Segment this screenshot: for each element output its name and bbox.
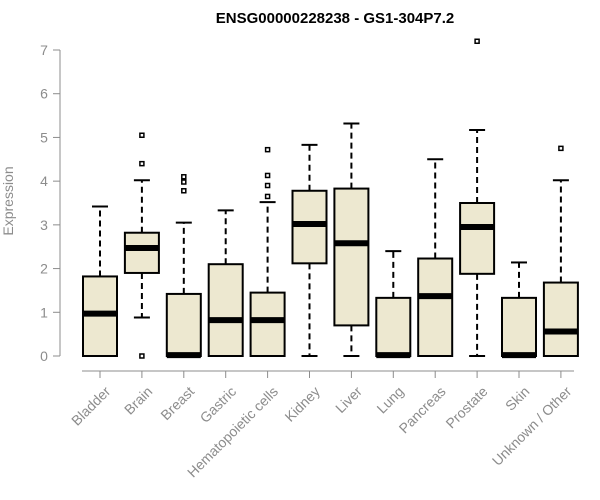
y-tick-label: 6 — [40, 86, 48, 102]
outlier-point — [264, 193, 271, 200]
iqr-box — [417, 257, 454, 358]
box-lung — [375, 250, 412, 359]
chart-title: ENSG00000228238 - GS1-304P7.2 — [216, 10, 455, 27]
outlier-point — [139, 160, 145, 167]
y-tick-label: 2 — [40, 261, 48, 277]
box-kidney — [291, 143, 328, 357]
y-axis-ticks: 0 1 2 3 4 5 6 7 — [40, 42, 60, 364]
x-tick-label: Liver — [332, 383, 365, 416]
outlier-point — [139, 132, 145, 138]
box-skin — [501, 261, 537, 359]
iqr-box — [291, 189, 328, 265]
box-prostate — [459, 38, 496, 357]
outlier-point — [181, 179, 187, 185]
iqr-box — [542, 281, 579, 357]
iqr-box — [123, 231, 160, 274]
y-tick-label: 5 — [40, 129, 48, 145]
box-unknown-other — [542, 145, 579, 357]
iqr-box — [501, 296, 537, 357]
box-bladder — [82, 205, 118, 357]
x-tick-label: Prostate — [442, 383, 490, 431]
outlier-point — [474, 38, 480, 45]
outlier-point — [264, 146, 271, 153]
iqr-box — [165, 292, 202, 358]
y-tick-label: 3 — [40, 217, 48, 233]
y-tick-label: 1 — [40, 304, 48, 320]
iqr-box — [249, 291, 286, 358]
y-axis-label: Expression — [0, 166, 16, 235]
x-tick-label: Breast — [157, 383, 197, 423]
box-pancreas — [417, 158, 454, 358]
x-tick-label: Brain — [121, 383, 155, 417]
outlier-point — [181, 188, 187, 194]
iqr-box — [375, 296, 412, 357]
iqr-box — [333, 187, 370, 327]
iqr-box — [207, 263, 244, 358]
iqr-box — [459, 202, 496, 275]
x-tick-label: Lung — [373, 383, 406, 416]
y-tick-label: 0 — [40, 348, 48, 364]
boxplot-series — [82, 38, 579, 359]
x-tick-label: Pancreas — [396, 383, 449, 436]
outlier-point — [181, 174, 187, 180]
outlier-point — [264, 172, 271, 179]
box-liver — [333, 122, 370, 357]
outlier-point — [264, 182, 271, 189]
x-tick-label: Skin — [502, 383, 533, 414]
box-gastric — [207, 209, 244, 358]
outlier-point — [558, 145, 564, 152]
box-hematopoietic-cells — [249, 146, 286, 358]
y-tick-label: 4 — [40, 173, 48, 189]
box-breast — [165, 174, 202, 359]
x-tick-label: Unknown / Other — [489, 383, 575, 469]
box-brain — [123, 132, 160, 359]
y-tick-label: 7 — [40, 42, 48, 58]
x-tick-label: Bladder — [68, 383, 114, 429]
x-tick-label: Kidney — [281, 383, 323, 425]
outlier-point — [139, 353, 145, 359]
